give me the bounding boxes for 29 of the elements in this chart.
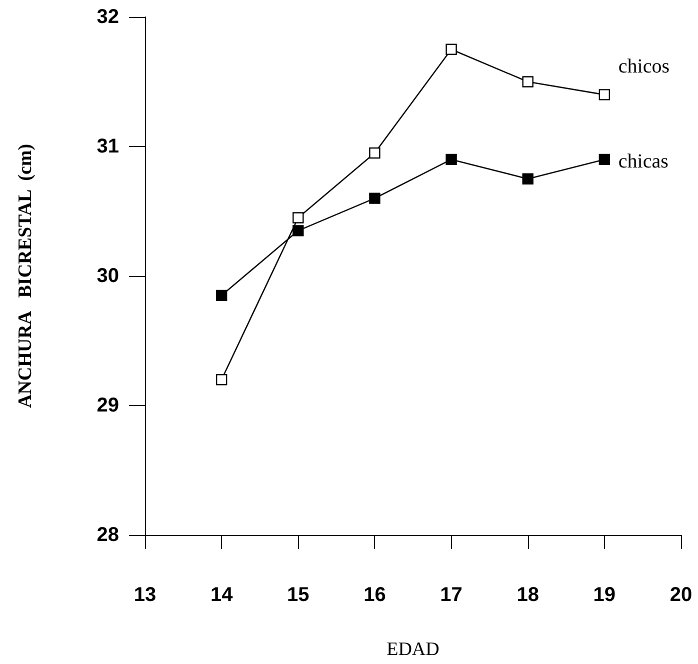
point — [446, 154, 457, 166]
x-axis-title: EDAD — [386, 639, 440, 660]
y-tick-label: 31 — [96, 136, 119, 158]
point — [598, 89, 610, 100]
x-tick-label: 19 — [593, 584, 616, 606]
x-tick-label: 13 — [134, 584, 156, 606]
point — [522, 76, 534, 88]
y-tick-label: 29 — [96, 394, 119, 416]
series-label: chicos — [618, 56, 670, 78]
y-tick-label: 28 — [96, 524, 119, 546]
x-tick-label: 17 — [440, 584, 462, 606]
series-label: chicas — [618, 150, 669, 172]
point — [522, 173, 534, 184]
point — [292, 212, 304, 224]
point — [216, 374, 228, 386]
x-tick-label: 16 — [364, 584, 386, 606]
point — [292, 225, 304, 236]
point — [216, 290, 228, 302]
point — [369, 192, 380, 204]
point — [369, 147, 380, 159]
point — [598, 154, 610, 166]
x-tick-label: 14 — [210, 584, 234, 606]
point — [446, 44, 457, 55]
x-tick-label: 20 — [670, 584, 692, 606]
x-tick-label: 18 — [516, 584, 539, 606]
y-axis-title: ANCHURA BICRESTAL (cm) — [15, 144, 36, 408]
y-tick-label: 30 — [96, 265, 119, 287]
x-tick-label: 15 — [287, 584, 310, 606]
y-tick-label: 32 — [96, 6, 119, 28]
